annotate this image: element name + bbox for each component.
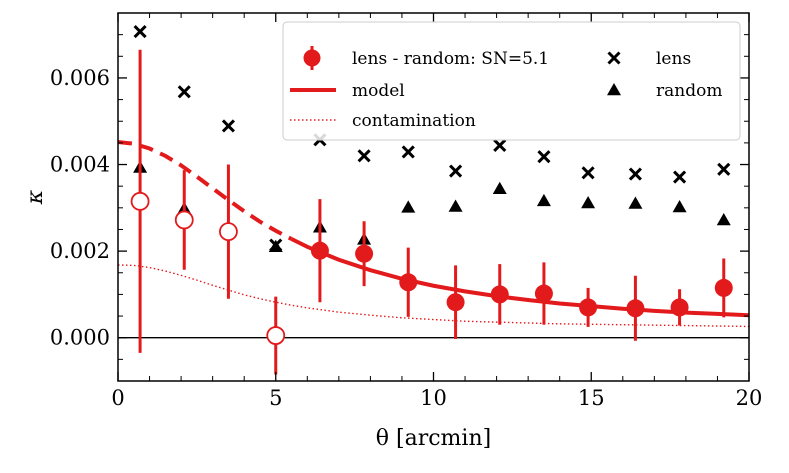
lens-point: [537, 150, 551, 164]
lens-minus-random-point-open: [130, 191, 150, 211]
legend-x-marker: [607, 51, 621, 65]
lens-minus-random-point: [579, 298, 598, 317]
lens-minus-random-point: [534, 284, 553, 303]
x-axis-label: θ [arcmin]: [376, 426, 491, 451]
lens-point: [177, 85, 191, 99]
legend: lens - random: SN=5.1 lens model random cont…: [282, 21, 741, 141]
legend-triangle-marker: [607, 83, 621, 96]
y-tick-label: 0.006: [50, 66, 110, 90]
legend-circle-marker: [303, 49, 321, 67]
legend-label: random: [656, 81, 722, 101]
lens-point: [673, 170, 687, 184]
legend-entry: contamination: [290, 111, 476, 131]
lens-point: [269, 238, 283, 252]
lens-point-stroke: [177, 85, 191, 99]
lens-minus-random-point: [670, 298, 689, 317]
lens-point-stroke: [221, 119, 235, 133]
legend-label: lens - random: SN=5.1: [352, 49, 549, 69]
legend-box: [282, 21, 741, 141]
x-tick-label: 5: [269, 386, 282, 410]
lens-minus-random-point: [310, 241, 329, 260]
random-point: [401, 200, 416, 213]
lens-point-stroke: [673, 170, 687, 184]
legend-entry: model: [290, 81, 405, 101]
legend-label: model: [352, 81, 405, 101]
lens-point: [717, 162, 731, 176]
model-curve-dashed: [118, 140, 293, 241]
contamination-curve: [118, 264, 749, 328]
legend-label: contamination: [352, 111, 476, 131]
lens-minus-random-point-open: [266, 326, 286, 345]
lens-point: [133, 25, 147, 39]
lens-point: [628, 167, 642, 181]
chart-marks: [118, 25, 749, 375]
lens-minus-random-point: [490, 285, 509, 304]
lens-point: [449, 164, 463, 178]
y-tick-label: 0.000: [50, 326, 110, 350]
lens-point: [581, 166, 595, 180]
lens-minus-random-point: [714, 278, 733, 297]
x-tick-label: 20: [736, 386, 763, 410]
random-point: [448, 199, 463, 212]
lens-point-stroke: [269, 238, 283, 252]
y-tick-label: 0.004: [50, 153, 110, 177]
lens-point-stroke: [357, 149, 371, 163]
axis-ticks: 0 5 10 15 20 0.000 0.002 0.004 0.006: [50, 13, 762, 410]
legend-entry: lens: [607, 49, 691, 69]
random-point: [628, 196, 643, 209]
x-tick-label: 10: [420, 386, 447, 410]
x-tick-label: 15: [578, 386, 605, 410]
lens-minus-random-point: [446, 293, 465, 312]
x-tick-label: 0: [111, 386, 124, 410]
lens-point-stroke: [449, 164, 463, 178]
y-tick-label: 0.002: [50, 239, 110, 263]
legend-entry: random: [607, 81, 722, 101]
random-point: [716, 212, 731, 226]
lens-point: [221, 119, 235, 133]
lens-point: [493, 138, 507, 153]
lens-minus-random-point-open: [174, 210, 194, 230]
lens-point-stroke: [581, 166, 595, 180]
random-point: [581, 196, 596, 209]
y-axis-label: κ: [23, 189, 48, 205]
lens-point-stroke: [628, 167, 642, 181]
legend-entry: lens - random: SN=5.1: [303, 46, 549, 70]
lens-point: [357, 149, 371, 163]
lens-minus-random-point: [355, 244, 374, 263]
lens-minus-random-point: [399, 273, 418, 292]
lens-point-stroke: [401, 145, 415, 159]
random-point: [536, 193, 551, 207]
lens-point-stroke: [537, 150, 551, 164]
lens-minus-random-point-open: [219, 222, 238, 242]
lens-point-stroke: [717, 162, 731, 176]
legend-label: lens: [656, 49, 691, 69]
lens-point: [401, 145, 415, 159]
random-point: [672, 199, 687, 213]
lens-point-stroke: [493, 138, 507, 153]
random-point: [492, 181, 507, 195]
model-curve-solid: [290, 237, 749, 318]
lens-point-stroke: [133, 25, 147, 39]
lens-minus-random-point: [626, 299, 645, 318]
